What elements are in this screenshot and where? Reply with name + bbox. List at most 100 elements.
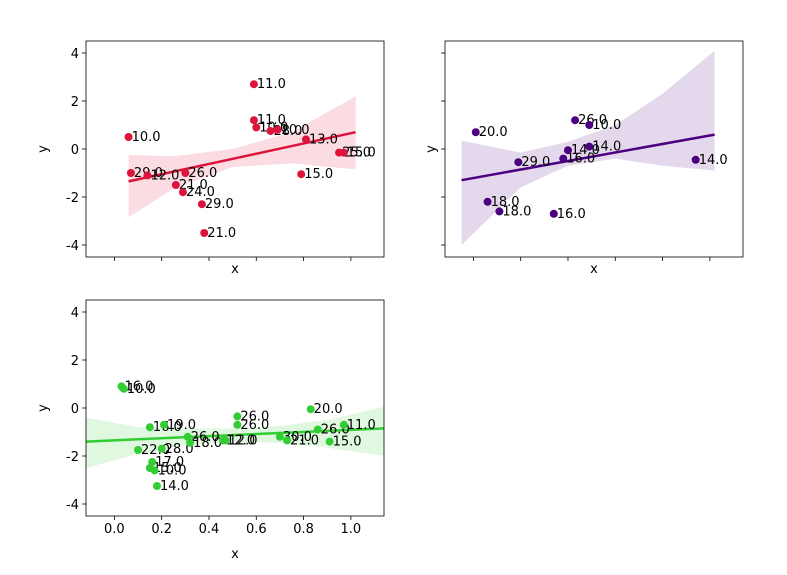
data-point (559, 154, 568, 163)
point-label: 15.0 (153, 461, 182, 476)
data-point (221, 436, 230, 445)
point-label: 10.0 (127, 382, 156, 397)
data-point (119, 384, 128, 393)
point-label: 14.0 (699, 153, 728, 168)
point-label: 25.0 (342, 146, 371, 161)
y-tick-label: 2 (71, 354, 79, 369)
y-tick-label: -2 (66, 191, 79, 206)
y-tick-label: 4 (71, 47, 79, 62)
point-label: 26.0 (188, 166, 217, 181)
point-label: 24.0 (186, 185, 215, 200)
data-point (171, 181, 180, 189)
data-point (249, 80, 258, 89)
data-point (549, 209, 558, 218)
y-tick-label: -2 (66, 450, 79, 465)
point-label: 21.0 (290, 433, 319, 448)
confidence-band (86, 406, 384, 468)
x-tick-label: 0.6 (246, 522, 267, 537)
point-label: 15.0 (304, 167, 333, 182)
point-label: 17.0 (155, 455, 184, 470)
point-label: 12.0 (150, 168, 179, 183)
data-point (143, 171, 152, 180)
x-tick-label: 0.2 (151, 522, 172, 537)
point-label: 13.0 (309, 132, 338, 147)
data-point (145, 423, 154, 432)
data-point (483, 197, 492, 206)
point-label: 28.0 (165, 442, 194, 457)
data-point (148, 458, 157, 466)
subplot-3: 16.010.022.016.015.017.010.014.028.019.0… (36, 299, 385, 562)
data-point (233, 420, 242, 429)
data-point (585, 142, 594, 151)
data-point (514, 158, 523, 167)
point-label: 11.0 (257, 113, 286, 128)
y-tick-label: 0 (71, 402, 79, 417)
point-label: 26.0 (240, 418, 269, 433)
point-label: 18.0 (193, 436, 222, 451)
point-label: 10.0 (158, 463, 187, 478)
point-label: 12.0 (226, 433, 255, 448)
data-point (157, 444, 166, 453)
point-label: 29.0 (205, 197, 234, 212)
point-label: 18.0 (502, 204, 531, 219)
data-point (181, 169, 190, 177)
x-axis-label: x (590, 262, 598, 277)
regression-line (128, 130, 356, 183)
point-label: 20.0 (314, 402, 343, 417)
x-tick-label: 0.8 (293, 522, 314, 537)
point-label: 10.0 (592, 118, 621, 133)
data-point (160, 420, 169, 429)
data-point (297, 170, 306, 179)
point-label: 10.0 (132, 130, 161, 145)
point-label: 20.0 (479, 125, 508, 140)
data-point (325, 437, 334, 446)
point-label: 16.0 (153, 420, 182, 435)
point-label: 14.0 (160, 479, 189, 494)
data-point (152, 482, 161, 490)
point-label: 19.0 (167, 418, 196, 433)
x-tick-label: 0.0 (104, 522, 125, 537)
data-point (126, 169, 135, 177)
data-point (585, 121, 594, 129)
point-label: 21.0 (207, 226, 236, 241)
point-label: 26.0 (191, 430, 220, 445)
data-point (283, 436, 292, 445)
x-tick-label: 0.4 (199, 522, 220, 537)
data-point (571, 116, 580, 125)
point-label: 29.0 (521, 155, 550, 170)
data-point (275, 432, 284, 441)
data-point (691, 155, 700, 164)
data-point (150, 466, 159, 475)
point-label: 12.0 (229, 433, 258, 448)
point-label: 18.0 (491, 195, 520, 210)
regression-line (461, 133, 715, 182)
point-label: 21.0 (179, 178, 208, 193)
x-axis-label: x (231, 262, 239, 277)
data-point (197, 200, 206, 209)
data-point (124, 133, 133, 141)
y-axis-label: y (36, 404, 51, 412)
data-point (178, 188, 187, 197)
point-label: 26.0 (240, 409, 269, 424)
data-point (273, 125, 282, 134)
data-point (495, 207, 504, 216)
data-point (186, 438, 195, 447)
data-point (563, 146, 572, 155)
y-axis-label: y (424, 145, 439, 153)
x-tick-label: 1.0 (341, 522, 362, 537)
y-tick-label: 4 (71, 306, 79, 321)
data-point (249, 116, 258, 125)
data-point (339, 148, 348, 157)
y-tick-label: -4 (66, 239, 79, 254)
data-point (134, 446, 143, 454)
point-label: 14.0 (592, 140, 621, 155)
data-point (313, 425, 322, 434)
regression-line (86, 427, 384, 443)
y-tick-label: 2 (71, 95, 79, 110)
point-label: 15.0 (333, 435, 362, 450)
data-point (339, 420, 348, 429)
point-label: 15.0 (347, 146, 376, 161)
point-label: 16.0 (566, 152, 595, 167)
